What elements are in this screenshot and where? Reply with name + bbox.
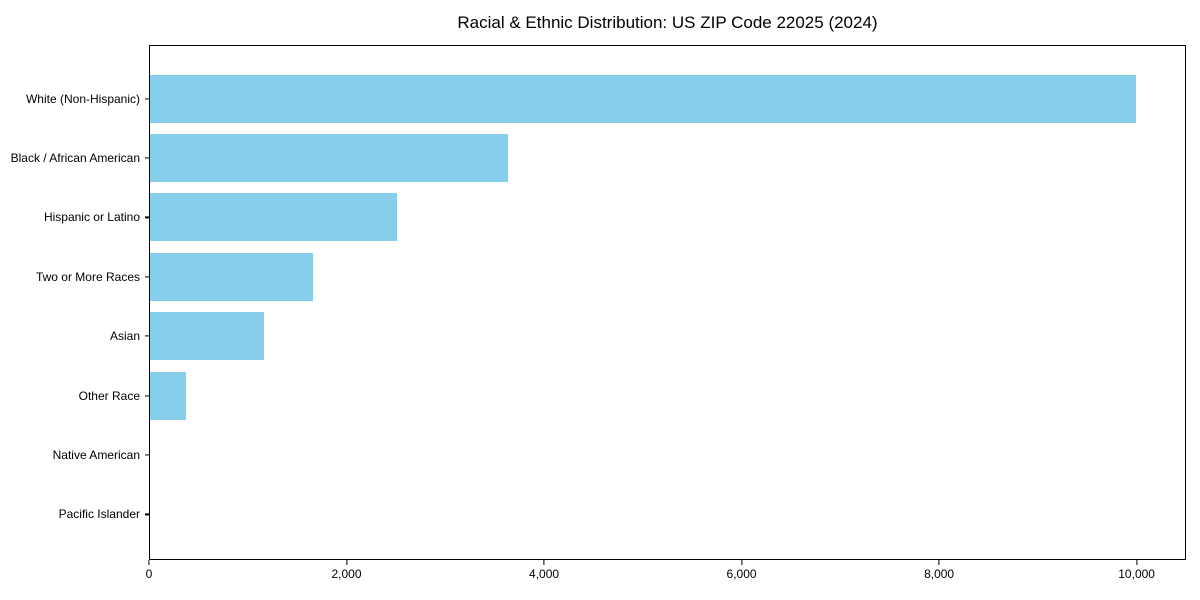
chart-title: Racial & Ethnic Distribution: US ZIP Cod… — [457, 13, 878, 32]
bar-white-non-hispanic — [150, 74, 1136, 123]
bar-rows-container: White (Non-Hispanic) Black / African Amer… — [11, 46, 1185, 559]
bar-other-race — [150, 371, 187, 420]
y-tick-mark — [145, 216, 149, 219]
bar-row: Native American — [53, 425, 1185, 484]
x-tick-label: 2,000 — [331, 567, 362, 581]
y-tick-mark — [145, 335, 149, 337]
bar-asian — [150, 312, 265, 361]
y-tick-label: Pacific Islander — [58, 507, 140, 522]
bar-row: Hispanic or Latino — [44, 188, 1185, 247]
y-tick-mark — [145, 513, 149, 516]
x-axis: 0 2,000 4,000 6,000 8,000 10,000 — [145, 560, 1186, 590]
x-tick-label: 10,000 — [1118, 567, 1155, 581]
y-tick-mark — [145, 276, 149, 278]
x-tick-mark — [938, 560, 940, 565]
bar-row: Pacific Islander — [59, 485, 1185, 544]
y-tick-label: White (Non-Hispanic) — [25, 91, 140, 106]
y-tick-mark — [145, 454, 149, 456]
y-tick-label: Two or More Races — [35, 269, 140, 284]
y-tick-mark — [145, 157, 149, 159]
x-tick-mark — [543, 560, 545, 565]
x-tick-mark — [1136, 560, 1138, 565]
x-tick-mark — [345, 560, 348, 565]
x-tick-label: 0 — [145, 567, 153, 581]
y-tick-label: Hispanic or Latino — [43, 210, 140, 225]
bar-row: Black / African American — [11, 128, 1185, 187]
x-tick-label: 6,000 — [726, 567, 757, 581]
bar-two-or-more-races — [150, 252, 313, 301]
y-tick-mark — [145, 395, 149, 397]
x-tick-mark — [740, 560, 743, 565]
bar-row: White (Non-Hispanic) — [26, 69, 1185, 128]
bar-hispanic-or-latino — [150, 193, 398, 242]
bar-row: Two or More Races — [36, 247, 1185, 306]
bar-row: Other Race — [79, 366, 1185, 425]
plot-area: White (Non-Hispanic) Black / African Amer… — [11, 45, 1186, 560]
bar-row: Asian — [110, 307, 1185, 366]
y-tick-label: Asian — [109, 329, 140, 344]
bar-black-african-american — [150, 134, 508, 183]
y-tick-mark — [145, 98, 149, 100]
y-tick-label: Black / African American — [10, 151, 140, 166]
x-tick-label: 4,000 — [529, 567, 560, 581]
y-tick-label: Other Race — [78, 388, 140, 403]
x-tick-mark — [148, 560, 150, 565]
x-tick-label: 8,000 — [924, 567, 955, 581]
y-tick-label: Native American — [52, 448, 140, 463]
